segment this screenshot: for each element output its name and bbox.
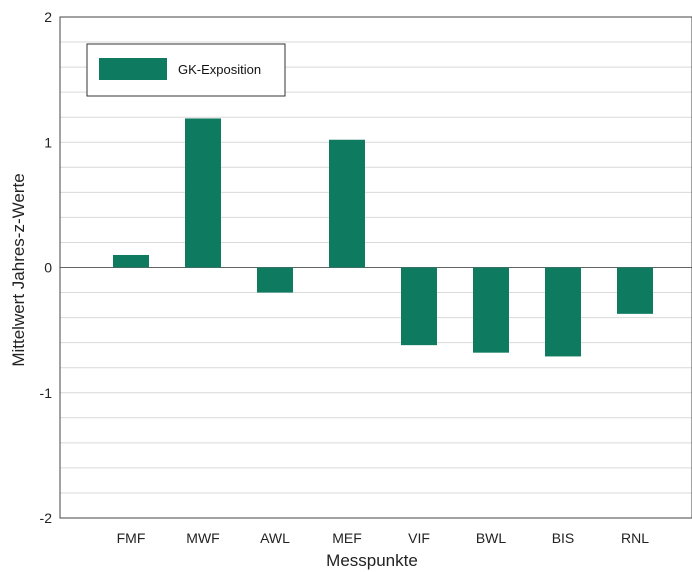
bar-mwf [185,118,221,268]
x-tick-label: FMF [117,530,146,546]
x-axis-label: Messpunkte [326,551,418,570]
y-tick-label: 2 [44,9,52,25]
y-tick-labels: -2 -1 0 1 2 [40,9,53,526]
legend-swatch [99,58,167,80]
legend-label: GK-Exposition [178,62,261,77]
bar-fmf [113,254,149,268]
x-tick-label: AWL [260,530,290,546]
bar-rnl [617,267,653,314]
x-tick-label: MWF [186,530,219,546]
y-tick-label: 1 [44,134,52,150]
y-tick-label: 0 [44,260,52,276]
y-tick-label: -1 [40,385,53,401]
x-tick-label: RNL [621,530,649,546]
x-tick-labels: FMF MWF AWL MEF VIF BWL BIS RNL [117,530,650,546]
x-tick-label: MEF [332,530,362,546]
bar-bis [545,267,581,357]
x-tick-label: VIF [408,530,430,546]
x-tick-label: BWL [476,530,507,546]
bar-awl [257,267,293,293]
bars [113,118,653,357]
legend: GK-Exposition [86,43,286,97]
plot-frame [59,16,692,519]
bar-bwl [473,267,509,353]
bar-mef [329,139,365,268]
y-axis-label: Mittelwert Jahres-z-Werte [9,173,28,366]
bar-vif [401,267,437,346]
x-tick-label: BIS [552,530,575,546]
y-tick-label: -2 [40,510,53,526]
